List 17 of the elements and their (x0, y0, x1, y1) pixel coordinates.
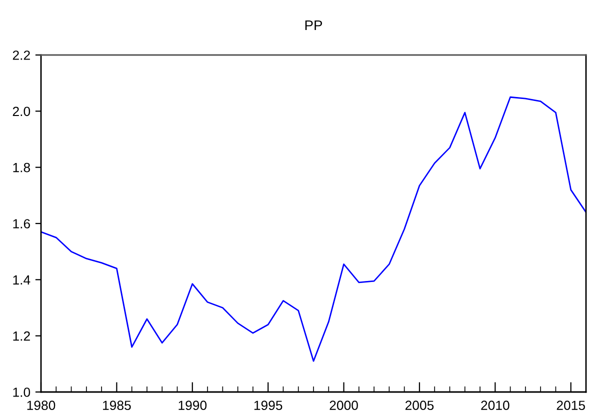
y-tick-label: 2.0 (12, 106, 30, 116)
x-tick-label: 1995 (254, 400, 282, 410)
y-tick-label: 1.0 (13, 388, 30, 397)
y-tick-label: 1.8 (13, 162, 30, 172)
line-series (41, 96, 586, 362)
x-tick-label: 1985 (103, 400, 131, 410)
x-tick-label: 2000 (330, 400, 358, 410)
x-tick-label: 2015 (556, 400, 585, 410)
x-tick-label: 1990 (178, 400, 207, 410)
y-tick-label: 1.2 (13, 331, 30, 341)
x-tick-label: 2005 (405, 400, 434, 410)
x-tick-label: 2010 (481, 400, 510, 410)
x-tick-label: 1980 (27, 400, 56, 410)
y-tick-label: 2.2 (12, 50, 30, 60)
chart-title: PP (305, 20, 322, 30)
y-tick-label: 1.6 (13, 219, 30, 228)
y-tick-label: 1.4 (13, 275, 30, 284)
